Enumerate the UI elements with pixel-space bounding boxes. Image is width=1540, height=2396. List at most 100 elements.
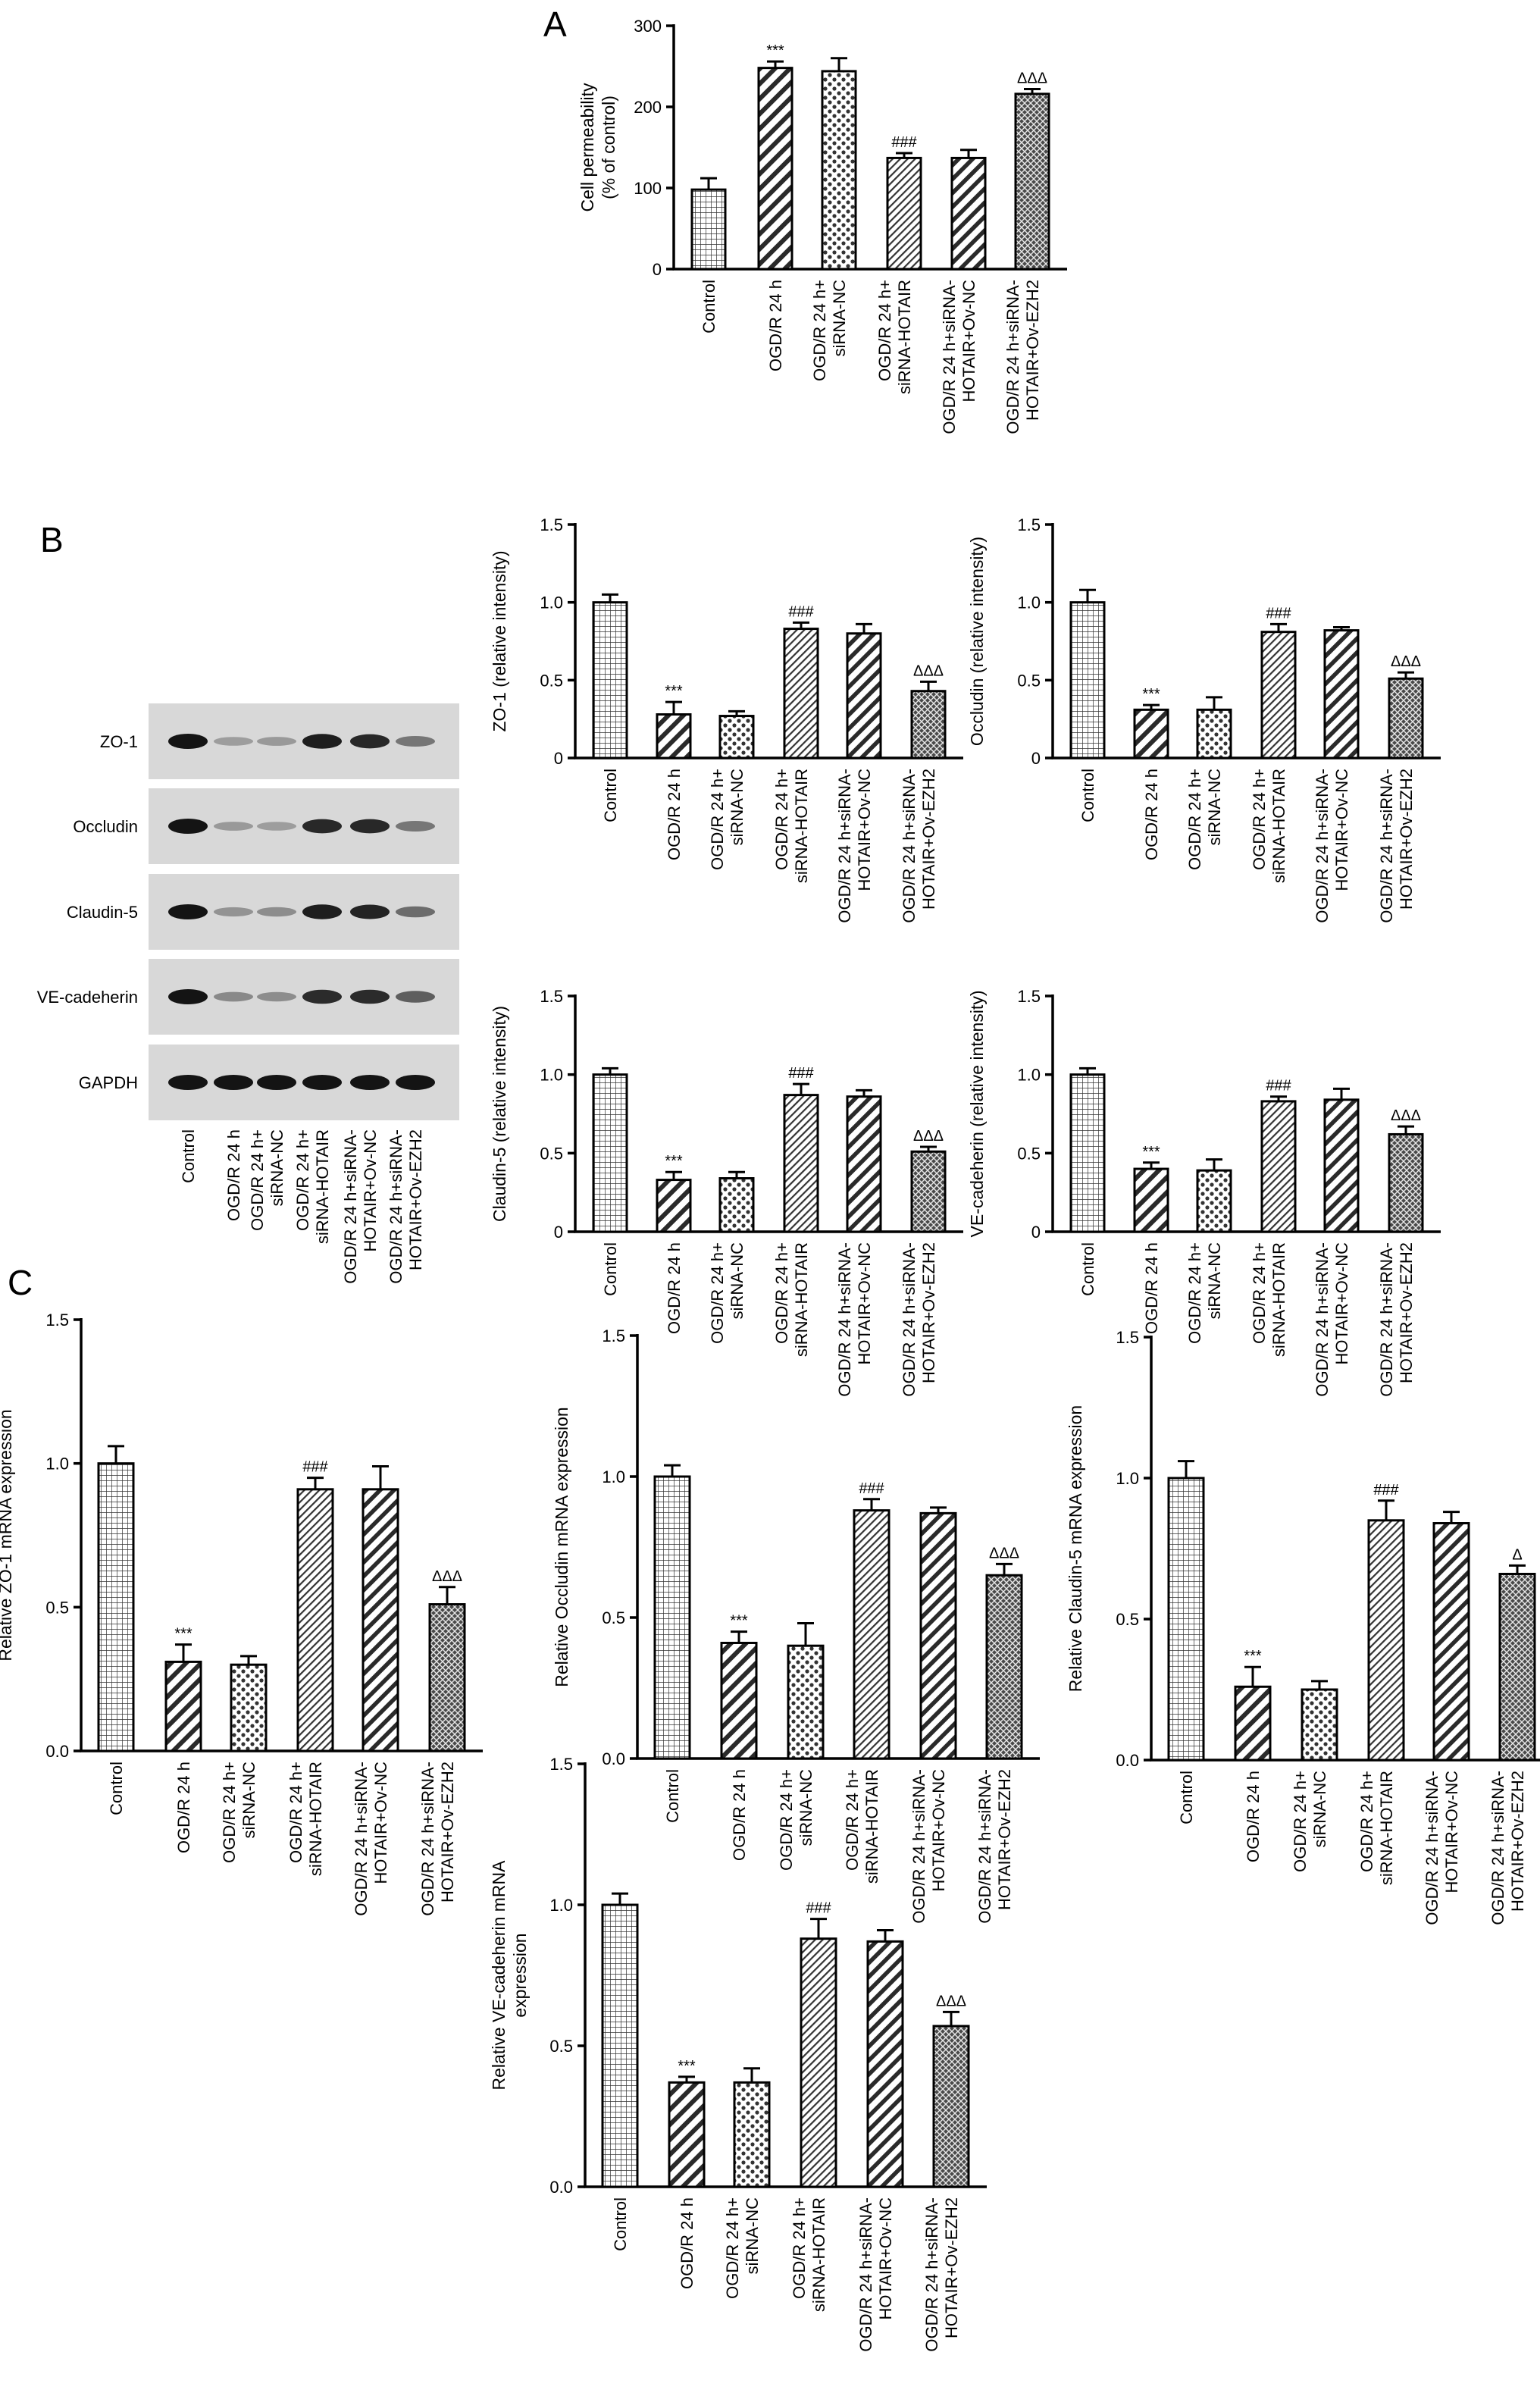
y-tick-label: 1.0 bbox=[1017, 1066, 1041, 1085]
x-tick-label: HOTAIR+Ov-EZH2 bbox=[995, 1769, 1014, 1910]
significance-label: *** bbox=[730, 1613, 748, 1630]
blot-band bbox=[302, 734, 342, 749]
blot-row-label: Claudin-5 bbox=[67, 903, 138, 922]
significance-label: ΔΔΔ bbox=[913, 662, 944, 679]
blot-band bbox=[350, 989, 390, 1004]
bar bbox=[821, 70, 857, 271]
y-tick-label: 0.5 bbox=[540, 1144, 563, 1163]
x-tick-label: OGD/R 24 h bbox=[1142, 769, 1161, 860]
x-tick-label: Control bbox=[1177, 1771, 1196, 1824]
bar bbox=[1260, 631, 1297, 760]
significance-label: ### bbox=[302, 1459, 328, 1476]
bar bbox=[886, 156, 922, 271]
bar bbox=[97, 1462, 135, 1752]
bar bbox=[592, 1073, 628, 1233]
x-tick-label: OGD/R 24 h+ bbox=[843, 1769, 862, 1871]
y-tick-label: 0.5 bbox=[1017, 671, 1041, 690]
x-tick-label: OGD/R 24 h+siRNA- bbox=[1377, 769, 1396, 923]
bar bbox=[592, 601, 628, 760]
y-tick-label: 1.0 bbox=[1017, 594, 1041, 612]
x-tick-label: siRNA-HOTAIR bbox=[792, 1242, 811, 1357]
x-tick-label: OGD/R 24 h+siRNA- bbox=[352, 1762, 371, 1916]
blot-band bbox=[396, 1075, 435, 1090]
x-tick-label: OGD/R 24 h+ bbox=[810, 280, 829, 381]
blot-row: ZO-1 bbox=[100, 703, 459, 779]
x-tick-label: OGD/R 24 h+ bbox=[875, 280, 894, 381]
x-tick-label: OGD/R 24 h bbox=[665, 1242, 684, 1334]
x-tick-label: HOTAIR+Ov-NC bbox=[1332, 769, 1351, 891]
y-tick-label: 1.5 bbox=[45, 1311, 69, 1330]
significance-label: ### bbox=[788, 603, 814, 620]
blot-row: GAPDH bbox=[79, 1045, 459, 1120]
significance-label: *** bbox=[174, 1626, 192, 1643]
bar bbox=[853, 1509, 891, 1760]
panel-label-c: C bbox=[8, 1263, 33, 1302]
bar bbox=[1133, 1167, 1169, 1233]
x-tick-label: siRNA-NC bbox=[1205, 769, 1224, 846]
y-tick-label: 0 bbox=[1031, 749, 1041, 768]
bar bbox=[428, 1603, 466, 1752]
y-axis-label: Relative VE-cadeherin mRNA bbox=[489, 1860, 509, 2091]
x-tick-label: HOTAIR+Ov-EZH2 bbox=[919, 769, 938, 910]
significance-label: ### bbox=[806, 1900, 831, 1917]
blot-row-label: VE-cadeherin bbox=[37, 988, 138, 1007]
bar bbox=[950, 156, 987, 271]
blot-band bbox=[350, 734, 390, 749]
chart-a: 0 100 200 300 Cell permeability (% of control… bbox=[578, 17, 1067, 434]
y-tick-label: 1.0 bbox=[1116, 1469, 1139, 1488]
x-tick-label: HOTAIR+Ov-EZH2 bbox=[942, 2197, 961, 2338]
x-tick-label: OGD/R 24 h+ bbox=[1250, 769, 1269, 870]
bar bbox=[1260, 1100, 1297, 1233]
y-tick-label: 0.0 bbox=[549, 2178, 573, 2197]
chart-c-zo1: 0.0 0.5 1.0 1.5 Relative ZO-1 mRNA expressio… bbox=[0, 1311, 483, 1916]
bar bbox=[296, 1488, 334, 1752]
blot-lane-label: HOTAIR+Ov-NC bbox=[361, 1129, 380, 1252]
x-tick-label: HOTAIR+Ov-EZH2 bbox=[1023, 280, 1042, 421]
bar bbox=[783, 628, 819, 760]
blot-row-label: ZO-1 bbox=[100, 732, 138, 751]
x-tick-label: HOTAIR+Ov-NC bbox=[1442, 1771, 1461, 1893]
x-tick-label: HOTAIR+Ov-NC bbox=[855, 1242, 874, 1365]
x-tick-label: HOTAIR+Ov-EZH2 bbox=[438, 1762, 457, 1903]
chart-c-claudin5: 0.0 0.5 1.0 1.5 Relative Claudin-5 mRNA expr… bbox=[1066, 1328, 1540, 1925]
y-axis-label: ZO-1 (relative intensity) bbox=[490, 550, 509, 731]
blot-band bbox=[214, 907, 253, 917]
x-tick-label: OGD/R 24 h bbox=[678, 2197, 696, 2289]
blot-lane-label: OGD/R 24 h+ bbox=[248, 1129, 267, 1231]
chart-b-occludin: 0 0.5 1.0 1.5 Occludin (relative intensity) C… bbox=[967, 515, 1441, 923]
blot-band bbox=[350, 819, 390, 834]
x-tick-label: OGD/R 24 h+ bbox=[1185, 1242, 1204, 1344]
y-tick-label: 1.5 bbox=[1017, 515, 1041, 534]
x-tick-label: siRNA-NC bbox=[830, 280, 849, 357]
y-tick-label: 0.5 bbox=[540, 671, 563, 690]
significance-label: *** bbox=[766, 42, 784, 59]
bar bbox=[1014, 92, 1050, 271]
x-tick-label: Control bbox=[700, 280, 718, 334]
blot-band bbox=[396, 736, 435, 747]
charts-layer: 0 100 200 300 Cell permeability (% of control… bbox=[0, 17, 1540, 2352]
x-tick-label: Control bbox=[1078, 1242, 1097, 1296]
x-tick-label: siRNA-HOTAIR bbox=[792, 769, 811, 883]
y-tick-label: 1.5 bbox=[1017, 987, 1041, 1006]
blot-lane-label: OGD/R 24 h+siRNA- bbox=[387, 1129, 405, 1284]
significance-label: *** bbox=[678, 2058, 696, 2075]
significance-label: Δ bbox=[1512, 1546, 1522, 1563]
bar bbox=[733, 2081, 771, 2188]
bar bbox=[1196, 708, 1232, 760]
y-tick-label: 0 bbox=[653, 260, 662, 279]
y-tick-label: 1.5 bbox=[540, 987, 563, 1006]
blot-lane-label: OGD/R 24 h bbox=[224, 1129, 243, 1221]
x-tick-label: HOTAIR+Ov-EZH2 bbox=[1397, 769, 1416, 910]
y-tick-label: 0.5 bbox=[549, 2037, 573, 2056]
x-tick-label: OGD/R 24 h bbox=[665, 769, 684, 860]
y-tick-label: 1.5 bbox=[540, 515, 563, 534]
significance-label: ### bbox=[788, 1065, 814, 1082]
y-axis-label: Occludin (relative intensity) bbox=[967, 537, 987, 746]
y-tick-label: 1.0 bbox=[602, 1467, 625, 1486]
bar bbox=[1167, 1477, 1205, 1762]
x-tick-label: siRNA-HOTAIR bbox=[1269, 1242, 1288, 1357]
chart-b-vecad: 0 0.5 1.0 1.5 VE-cadeherin (relative intensi… bbox=[967, 987, 1441, 1397]
bar bbox=[668, 2081, 706, 2188]
significance-label: *** bbox=[1142, 686, 1160, 703]
x-tick-label: OGD/R 24 h+ bbox=[1357, 1771, 1376, 1872]
